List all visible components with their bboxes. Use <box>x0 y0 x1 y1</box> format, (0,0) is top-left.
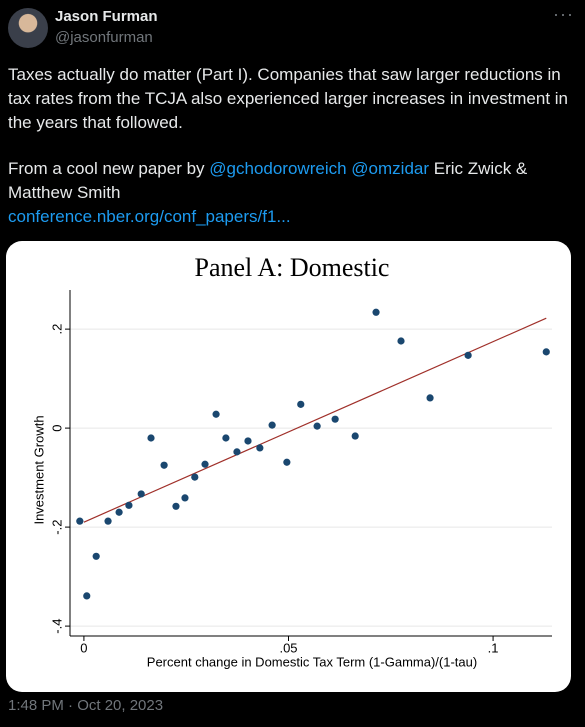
x-tick-label: .05 <box>279 640 297 655</box>
point <box>244 437 252 445</box>
tweet-text: Taxes actually do matter (Part I). Compa… <box>8 63 578 229</box>
point <box>115 508 123 516</box>
timestamp[interactable]: 1:48 PM · Oct 20, 2023 <box>8 697 164 714</box>
point <box>137 490 145 498</box>
x-tick-label: .1 <box>488 640 499 655</box>
paragraph: Taxes actually do matter (Part I). Compa… <box>8 65 569 132</box>
point <box>233 448 241 456</box>
more-button[interactable]: ··· <box>553 4 574 24</box>
author-name[interactable]: Jason Furman <box>55 8 158 25</box>
point <box>222 434 230 442</box>
x-axis-label: Percent change in Domestic Tax Term (1-G… <box>147 654 477 669</box>
point <box>125 501 133 509</box>
point <box>172 502 180 510</box>
mention[interactable]: @omzidar <box>351 159 430 178</box>
point <box>92 552 100 560</box>
point <box>181 494 189 502</box>
point <box>104 517 112 525</box>
fit-line <box>83 317 547 523</box>
point <box>397 337 405 345</box>
point <box>147 434 155 442</box>
text: From a cool new paper by <box>8 159 205 178</box>
point <box>313 422 321 430</box>
point <box>83 592 91 600</box>
y-tick-label: .2 <box>49 324 64 335</box>
point <box>331 415 339 423</box>
point <box>297 400 305 408</box>
point <box>256 444 264 452</box>
point <box>351 432 359 440</box>
y-axis-label: Investment Growth <box>31 415 46 524</box>
mention[interactable]: @gchodorowreich <box>209 159 347 178</box>
point <box>464 351 472 359</box>
y-tick-label: -.2 <box>49 520 64 535</box>
x-tick-label: 0 <box>80 640 87 655</box>
point <box>76 517 84 525</box>
link[interactable]: conference.nber.org/conf_papers/f1... <box>8 207 291 226</box>
image-card[interactable]: Panel A: Domestic Percent change in Dome… <box>6 241 571 692</box>
avatar[interactable] <box>8 8 48 48</box>
point <box>283 458 291 466</box>
chart-title: Panel A: Domestic <box>195 253 390 282</box>
point <box>426 394 434 402</box>
point <box>372 308 380 316</box>
chart: Panel A: Domestic Percent change in Dome… <box>31 253 552 669</box>
point <box>201 460 209 468</box>
text: Eric Zwick & Matthew Smith <box>8 159 528 202</box>
y-tick-label: -.4 <box>49 619 64 634</box>
point <box>160 461 168 469</box>
point <box>191 473 199 481</box>
author-handle[interactable]: @jasonfurman <box>55 29 153 46</box>
point <box>268 421 276 429</box>
point <box>212 410 220 418</box>
y-tick-label: 0 <box>49 424 64 431</box>
point <box>542 348 550 356</box>
paragraph: From a cool new paper by @gchodorowreich… <box>8 157 578 229</box>
